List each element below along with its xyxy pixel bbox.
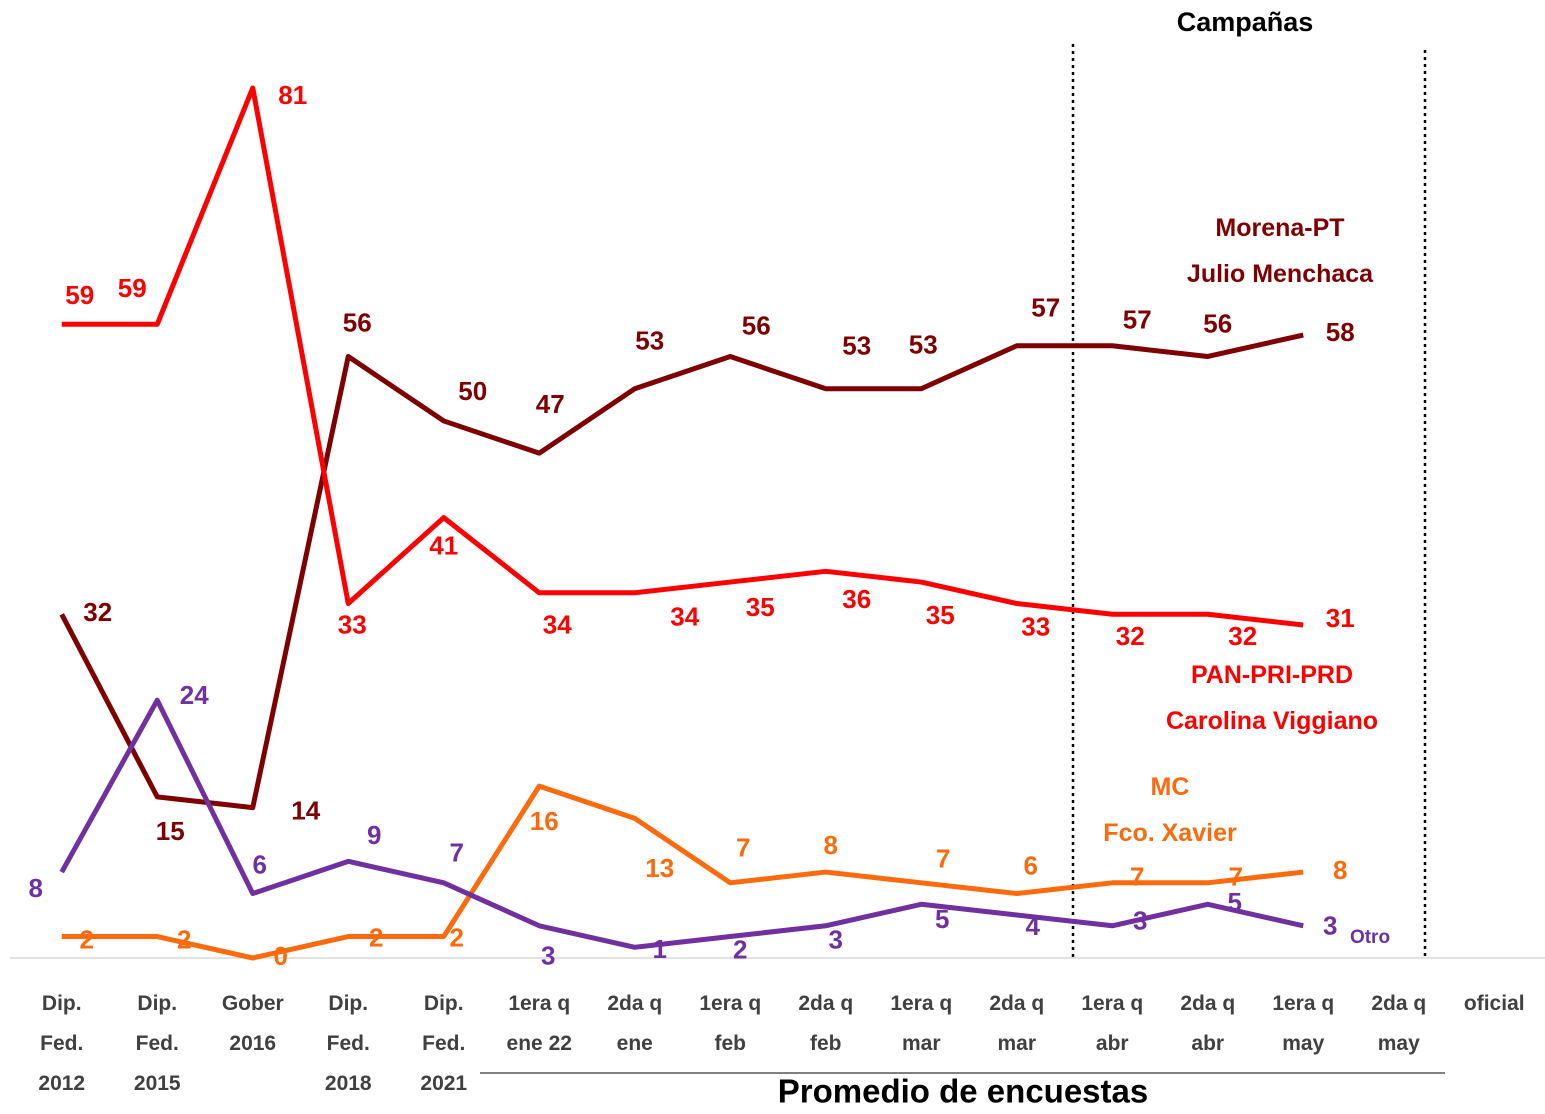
value-label: 81 [278,80,307,110]
x-tick-label: 1era q mar [890,992,953,1055]
value-label: 7 [1229,862,1243,892]
value-label: 31 [1326,603,1355,633]
x-tick-label: Dip. Fed. 2015 [133,992,181,1095]
series-line [59,697,1304,950]
value-label: 8 [824,830,838,860]
value-label: 41 [429,530,458,560]
value-label: 2 [80,924,94,954]
series-line [59,332,1304,811]
value-label: 53 [909,330,938,360]
value-label: 15 [156,816,185,846]
value-label: 5 [935,904,949,934]
value-label: 34 [670,602,699,632]
x-tick-label: 1era q may [1272,992,1335,1055]
legend-label: Morena-PT Julio Menchaca [1186,214,1374,288]
value-label: 14 [291,795,320,825]
value-label: 9 [367,820,381,850]
x-tick-label: 1era q feb [699,992,762,1055]
value-label: 32 [1116,621,1145,651]
value-label: 16 [530,806,559,836]
value-label: 33 [1021,611,1050,641]
value-label: 7 [736,833,750,863]
value-label: 13 [645,853,674,883]
x-tick-label: Dip. Fed. 2012 [38,992,86,1095]
value-label: 2 [177,924,191,954]
value-label: 35 [926,600,955,630]
value-label: 0 [274,941,288,971]
value-label: 7 [936,844,950,874]
x-tick-label: 2da q abr [1180,992,1236,1055]
value-label: 7 [450,838,464,868]
value-label: 7 [1130,862,1144,892]
value-label: 5 [1228,887,1242,917]
value-label: 36 [842,584,871,614]
value-label: 59 [118,273,147,303]
value-label: 57 [1123,305,1152,335]
x-tick-label: Dip. Fed. 2018 [324,992,372,1095]
x-tick-label: Gober 2016 [221,992,284,1055]
value-label: 3 [541,941,555,971]
value-label: 59 [65,280,94,310]
x-tick-label: Dip. Fed. 2021 [420,992,468,1095]
value-label: 53 [842,331,871,361]
value-label: 6 [1024,850,1038,880]
value-label: 58 [1326,317,1355,347]
value-label: 2 [733,934,747,964]
series-line [61,85,1304,628]
annotation: Promedio de encuestas [778,1073,1148,1110]
value-label: 8 [29,873,43,903]
value-label: 4 [1026,911,1041,941]
value-label: 8 [1333,855,1347,885]
x-tick-label: 1era q ene 22 [506,992,572,1055]
value-label: 3 [1323,911,1337,941]
x-tick-label: oficial [1463,992,1525,1015]
value-label: 56 [1203,308,1232,338]
value-label: 24 [180,680,209,710]
value-label: 3 [1133,906,1147,936]
value-label: 56 [343,307,372,337]
value-label: 35 [746,592,775,622]
x-tick-label: 2da q mar [989,992,1045,1055]
value-label: 57 [1031,293,1060,323]
value-label: 33 [338,609,367,639]
x-tick-label: 2da q may [1371,992,1427,1055]
annotation: Campañas [1177,7,1314,37]
x-tick-label: 2da q feb [798,992,854,1055]
value-label: 3 [829,925,843,955]
x-tick-label: 2da q ene [607,992,663,1055]
value-label: 47 [536,389,565,419]
value-label: 32 [1228,621,1257,651]
legend-label: Otro [1349,927,1391,948]
value-label: 56 [742,310,771,340]
value-label: 1 [653,934,667,964]
x-tick-label: 1era q abr [1081,992,1144,1055]
value-label: 50 [458,376,487,406]
value-label: 34 [543,610,572,640]
value-label: 6 [253,849,267,879]
legend-label: MC Fco. Xavier [1103,773,1237,847]
value-label: 2 [450,922,464,952]
series-line [61,783,1304,961]
value-label: 2 [369,922,383,952]
value-label: 32 [83,597,112,627]
legend-label: PAN-PRI-PRD Carolina Viggiano [1165,661,1379,735]
value-label: 53 [635,326,664,356]
